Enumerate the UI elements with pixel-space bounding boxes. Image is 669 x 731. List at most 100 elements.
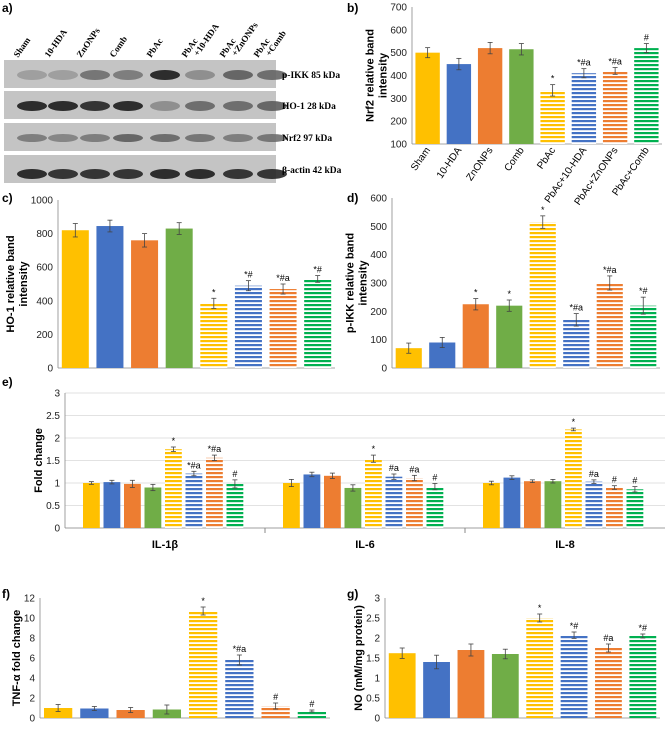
bar-comb (544, 481, 562, 528)
y-tick-label: 2 (54, 434, 60, 445)
panel-label-b: b) (347, 1, 358, 15)
y-tick-label: 400 (390, 71, 407, 82)
panel-label-c: c) (2, 191, 13, 205)
panel-label-a: a) (2, 1, 13, 15)
lane-label: 10-HDA (42, 27, 69, 59)
protein-band (257, 70, 287, 80)
bar-sham (395, 348, 422, 368)
y-tick-label: 1.5 (46, 456, 60, 467)
y-tick-label: 0 (381, 364, 387, 375)
bar-pbac (529, 222, 556, 368)
lane-label: ZnONPs (74, 26, 102, 60)
y-tick-label: 100 (370, 335, 387, 346)
bar-pbac (526, 618, 554, 718)
bar-sham (61, 230, 89, 368)
significance-label: * (474, 288, 478, 298)
protein-band (223, 169, 253, 179)
bar-pbac (365, 458, 382, 528)
significance-label: * (551, 74, 555, 84)
significance-label: # (273, 692, 278, 702)
protein-band (185, 134, 215, 142)
chart-panel-c: c) 0 200 400 600 800 1000 HO-1 relative band int… (2, 191, 335, 375)
y-tick-label: 12 (24, 594, 36, 605)
cluster-il6: * #a #a # (283, 444, 444, 528)
lane-label: PbAc (144, 36, 164, 59)
bar-pbac-10-hda (571, 73, 597, 144)
y-tick-label: 0 (54, 524, 60, 535)
x-tick-label: PbAc (535, 145, 558, 171)
lane-label: PbAc+10-HDA (179, 16, 221, 64)
bar-pbac-10-hda (585, 481, 603, 528)
protein-band (257, 101, 287, 111)
significance-label: *#a (608, 57, 622, 67)
bar-pbac-comb (304, 278, 332, 368)
bar-pbac-comb (297, 711, 327, 718)
blot-row-label: Nrf2 97 kDa (282, 134, 332, 144)
y-tick-label: 3 (54, 389, 60, 400)
protein-band (113, 70, 143, 80)
y-tick-label: 600 (390, 25, 407, 36)
protein-band (48, 70, 78, 80)
bar-pbac-10-hda (185, 473, 203, 528)
y-tick-label: 6 (29, 654, 35, 665)
y-tick-label: 800 (36, 229, 53, 240)
protein-band (80, 169, 110, 179)
bar-znonps (457, 650, 485, 718)
bar-pbac-znonps (269, 289, 297, 368)
y-tick-label: 10 (24, 614, 36, 625)
protein-band (17, 169, 47, 179)
protein-band (113, 169, 143, 179)
significance-label: *# (570, 621, 579, 631)
significance-label: * (507, 289, 511, 299)
bar-sham (388, 653, 416, 718)
bar-pbac (565, 429, 582, 528)
significance-label: *#a (577, 58, 591, 68)
bar-comb (344, 487, 362, 528)
bar-pbac (200, 303, 228, 368)
significance-label: *#a (276, 273, 290, 283)
bar-pbac-comb (630, 305, 657, 368)
bar-pbac (540, 90, 565, 144)
bar-10-hda (423, 662, 450, 718)
protein-band (80, 70, 110, 80)
bar-znonps (131, 240, 159, 368)
significance-label: *# (639, 623, 648, 633)
y-tick-label: 600 (36, 263, 53, 274)
x-cluster-label: IL-1β (152, 539, 179, 551)
blot-row-label: HO-1 28 kDa (282, 102, 336, 112)
bar-pbac-znonps (596, 283, 623, 368)
x-cluster-label: IL-6 (355, 539, 375, 551)
significance-label: # (612, 475, 617, 485)
bar-comb (165, 228, 193, 368)
cluster-il8: * #a # # (483, 417, 644, 528)
y-tick-label: 200 (36, 330, 53, 341)
bar-pbac-comb (629, 636, 657, 718)
bar-znonps (124, 483, 141, 528)
significance-label: * (538, 603, 542, 613)
y-tick-label: 100 (390, 140, 407, 151)
significance-label: # (309, 699, 314, 709)
protein-band (113, 101, 143, 111)
cluster-il1: * *#a *#a # (83, 436, 244, 528)
bar-comb (491, 654, 519, 718)
blot-row-label: p-IKK 85 kDa (282, 71, 340, 81)
y-tick-label: 200 (370, 307, 387, 318)
significance-label: *#a (233, 644, 247, 654)
y-tick-label: 1000 (31, 196, 54, 207)
y-axis-label: intensity (377, 52, 389, 98)
significance-label: #a (603, 633, 613, 643)
bar-10-hda (303, 474, 321, 528)
bar-comb (496, 305, 523, 368)
x-tick-label: 10-HDA (435, 145, 465, 181)
protein-band (48, 101, 78, 111)
bar-pbac (188, 611, 218, 718)
bar-znonps (477, 48, 503, 144)
y-tick-label: 1.5 (366, 654, 380, 665)
significance-label: *#a (603, 265, 617, 275)
protein-band (257, 134, 287, 142)
y-tick-label: 400 (370, 250, 387, 261)
y-tick-label: 2.5 (46, 411, 60, 422)
y-axis-label: Nrf2 relative band (364, 29, 376, 122)
